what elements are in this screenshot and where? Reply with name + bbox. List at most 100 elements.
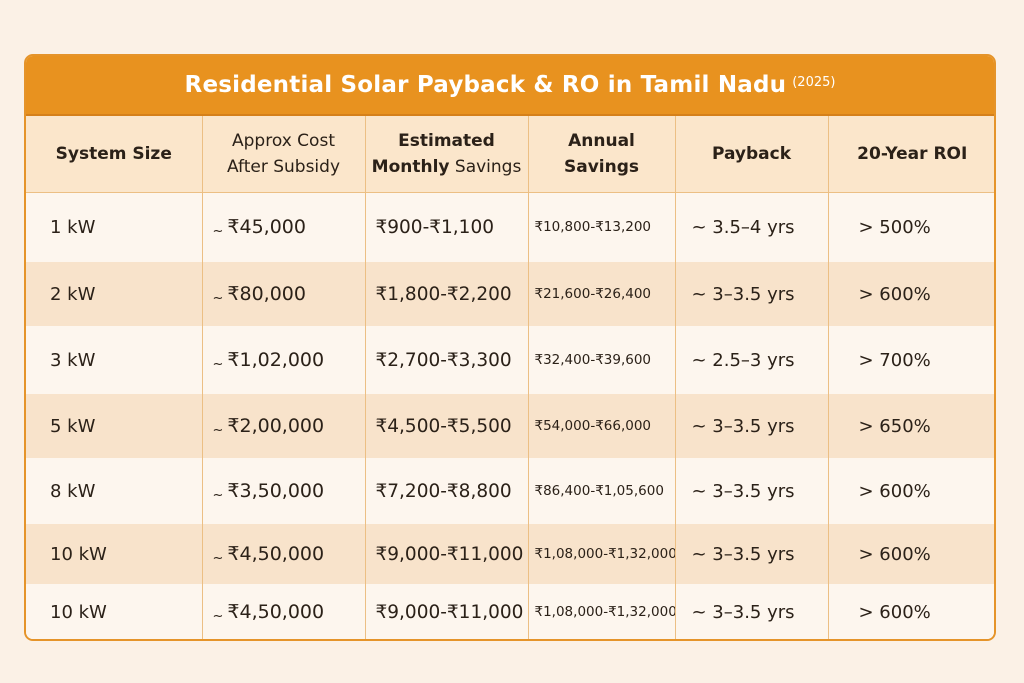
cell-payback: ~ 3–3.5 yrs	[675, 584, 829, 639]
table-header-row: System Size Approx Cost After Subsidy Es…	[26, 116, 994, 193]
cell-payback: ~ 3–3.5 yrs	[675, 458, 829, 524]
cell-roi: > 600%	[828, 458, 994, 524]
cell-monthly-savings-value: ₹9,000-₹11,000	[375, 601, 524, 623]
cell-payback-value: ~ 3–3.5 yrs	[691, 601, 795, 623]
cell-system-size-value: 5 kW	[50, 415, 96, 437]
cell-monthly-savings-value: ₹4,500-₹5,500	[375, 415, 512, 437]
cell-approx-cost: ~ ₹3,50,000	[202, 458, 366, 524]
payback-table: System Size Approx Cost After Subsidy Es…	[26, 116, 994, 639]
cell-payback: ~ 3.5–4 yrs	[675, 192, 829, 262]
header-roi: 20-Year ROI	[828, 116, 994, 193]
approx-tilde: ~	[212, 224, 224, 240]
cell-roi-value: > 600%	[858, 283, 931, 305]
cell-monthly-savings-value: ₹1,800-₹2,200	[375, 283, 512, 305]
cell-roi-value: > 650%	[858, 415, 931, 437]
cell-system-size: 10 kW	[26, 524, 203, 584]
table-body: 1 kW ~ ₹45,000 ₹900-₹1,100 ₹10,800-₹13,200 ~ …	[26, 192, 994, 639]
cell-monthly-savings-value: ₹7,200-₹8,800	[375, 480, 512, 502]
cell-system-size: 5 kW	[26, 394, 203, 458]
cell-monthly-savings: ₹900-₹1,100	[365, 192, 529, 262]
cell-payback-value: ~ 3–3.5 yrs	[691, 415, 795, 437]
cell-payback: ~ 3–3.5 yrs	[675, 524, 829, 584]
cell-system-size: 8 kW	[26, 458, 203, 524]
cell-system-size-value: 8 kW	[50, 480, 96, 502]
approx-tilde: ~	[212, 291, 224, 306]
cell-monthly-savings: ₹1,800-₹2,200	[365, 262, 529, 326]
cell-roi: > 600%	[828, 584, 994, 639]
cell-system-size: 3 kW	[26, 326, 203, 394]
cell-payback-value: ~ 3.5–4 yrs	[691, 216, 795, 238]
cell-approx-cost-value: ₹4,50,000	[227, 543, 325, 565]
cell-payback-value: ~ 3–3.5 yrs	[691, 283, 795, 305]
cell-monthly-savings: ₹9,000-₹11,000	[365, 584, 529, 639]
cell-annual-savings: ₹1,08,000-₹1,32,000	[528, 584, 676, 639]
cell-roi: > 700%	[828, 326, 994, 394]
cell-annual-savings-value: ₹32,400-₹39,600	[534, 352, 652, 368]
table-row: 3 kW ~ ₹1,02,000 ₹2,700-₹3,300 ₹32,400-₹39,6…	[26, 326, 994, 394]
cell-payback-value: ~ 2.5–3 yrs	[691, 349, 795, 371]
cell-approx-cost: ~ ₹2,00,000	[202, 394, 366, 458]
cell-annual-savings-value: ₹1,08,000-₹1,32,000	[534, 604, 675, 620]
cell-annual-savings-value: ₹54,000-₹66,000	[534, 418, 652, 434]
cell-annual-savings: ₹10,800-₹13,200	[528, 192, 676, 262]
approx-tilde: ~	[212, 357, 224, 372]
cell-annual-savings: ₹86,400-₹1,05,600	[528, 458, 676, 524]
table-row: 1 kW ~ ₹45,000 ₹900-₹1,100 ₹10,800-₹13,200 ~ …	[26, 192, 994, 262]
cell-roi-value: > 500%	[858, 216, 931, 238]
cell-monthly-savings: ₹4,500-₹5,500	[365, 394, 529, 458]
cell-system-size: 10 kW	[26, 584, 203, 639]
approx-tilde: ~	[212, 551, 224, 566]
cell-payback: ~ 3–3.5 yrs	[675, 262, 829, 326]
cell-annual-savings-value: ₹10,800-₹13,200	[534, 219, 652, 236]
table-row: 2 kW ~ ₹80,000 ₹1,800-₹2,200 ₹21,600-₹26,400…	[26, 262, 994, 326]
chart-title: Residential Solar Payback & RO in Tamil …	[184, 72, 787, 98]
cell-approx-cost-value: ₹1,02,000	[227, 349, 325, 371]
cell-monthly-savings-value: ₹9,000-₹11,000	[375, 543, 524, 565]
chart-title-year: (2025)	[792, 74, 836, 90]
cell-annual-savings-value: ₹86,400-₹1,05,600	[534, 483, 664, 499]
cell-system-size-value: 2 kW	[50, 283, 96, 305]
cell-system-size: 1 kW	[26, 192, 203, 262]
cell-approx-cost-value: ₹3,50,000	[227, 480, 325, 502]
approx-tilde: ~	[212, 423, 224, 438]
header-monthly-savings: Estimated Monthly Savings	[365, 116, 529, 193]
table-row: 8 kW ~ ₹3,50,000 ₹7,200-₹8,800 ₹86,400-₹1,05…	[26, 458, 994, 524]
cell-approx-cost-value: ₹45,000	[227, 216, 306, 239]
cell-annual-savings: ₹54,000-₹66,000	[528, 394, 676, 458]
cell-annual-savings: ₹21,600-₹26,400	[528, 262, 676, 326]
table-row: 5 kW ~ ₹2,00,000 ₹4,500-₹5,500 ₹54,000-₹66,0…	[26, 394, 994, 458]
table-row: 10 kW ~ ₹4,50,000 ₹9,000-₹11,000 ₹1,08,000-₹…	[26, 584, 994, 639]
cell-system-size-value: 3 kW	[50, 349, 96, 371]
cell-annual-savings-value: ₹1,08,000-₹1,32,000	[534, 546, 675, 562]
table-row: 10 kW ~ ₹4,50,000 ₹9,000-₹11,000 ₹1,08,000-₹…	[26, 524, 994, 584]
cell-system-size-value: 10 kW	[50, 543, 107, 565]
cell-system-size-value: 10 kW	[50, 601, 107, 623]
cell-roi: > 600%	[828, 524, 994, 584]
cell-annual-savings: ₹32,400-₹39,600	[528, 326, 676, 394]
cell-approx-cost: ~ ₹45,000	[202, 192, 366, 262]
title-bar: Residential Solar Payback & RO in Tamil …	[26, 56, 994, 116]
cell-payback-value: ~ 3–3.5 yrs	[691, 480, 795, 502]
cell-approx-cost-value: ₹4,50,000	[227, 601, 325, 623]
cell-approx-cost: ~ ₹4,50,000	[202, 524, 366, 584]
cell-annual-savings-value: ₹21,600-₹26,400	[534, 286, 652, 302]
cell-approx-cost-value: ₹2,00,000	[227, 415, 325, 437]
cell-roi-value: > 600%	[858, 480, 931, 502]
cell-approx-cost: ~ ₹80,000	[202, 262, 366, 326]
cell-approx-cost: ~ ₹4,50,000	[202, 584, 366, 639]
cell-approx-cost-value: ₹80,000	[227, 283, 306, 305]
cell-monthly-savings: ₹2,700-₹3,300	[365, 326, 529, 394]
approx-tilde: ~	[212, 609, 224, 624]
cell-system-size-value: 1 kW	[50, 216, 96, 238]
cell-system-size: 2 kW	[26, 262, 203, 326]
header-system-size: System Size	[26, 116, 203, 193]
cell-roi: > 500%	[828, 192, 994, 262]
header-payback: Payback	[675, 116, 829, 193]
cell-roi: > 600%	[828, 262, 994, 326]
cell-roi-value: > 600%	[858, 543, 931, 565]
payback-table-card: Residential Solar Payback & RO in Tamil …	[24, 54, 996, 641]
cell-payback: ~ 2.5–3 yrs	[675, 326, 829, 394]
cell-roi: > 650%	[828, 394, 994, 458]
cell-payback: ~ 3–3.5 yrs	[675, 394, 829, 458]
cell-monthly-savings: ₹9,000-₹11,000	[365, 524, 529, 584]
